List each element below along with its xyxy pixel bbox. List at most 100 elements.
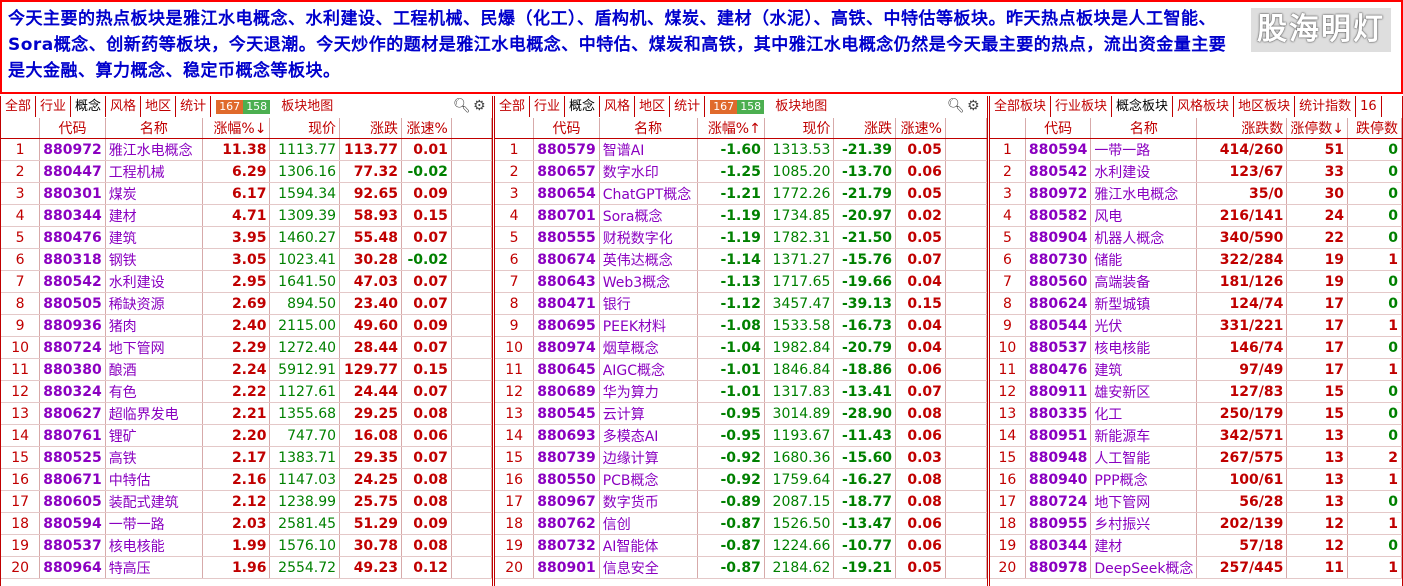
table-row[interactable]: 17 880967 数字货币 -0.89 2087.15 -18.77 0.08 xyxy=(495,490,987,513)
table-row[interactable]: 2 880447 工程机械 6.29 1306.16 77.32 -0.02 xyxy=(1,160,492,183)
table-row[interactable]: 7 880542 水利建设 2.95 1641.50 47.03 0.07 xyxy=(1,270,492,293)
col-header-adv-dec[interactable]: 涨跌数 xyxy=(1196,118,1288,139)
table-row[interactable]: 9 880936 猪肉 2.40 2115.00 49.60 0.09 xyxy=(1,314,492,337)
col-header-name[interactable]: 名称 xyxy=(599,118,698,139)
sector-map-link[interactable]: 板块地图 xyxy=(775,99,828,114)
col-header-index[interactable] xyxy=(1,118,41,139)
table-row[interactable]: 2 880657 数字水印 -1.25 1085.20 -13.70 0.06 xyxy=(495,160,987,183)
table-row[interactable]: 12 880324 有色 2.22 1127.61 24.44 0.07 xyxy=(1,380,492,403)
table-row[interactable]: 1 880972 雅江水电概念 11.38 1113.77 113.77 0.01 xyxy=(1,138,492,161)
table-row[interactable]: 17 880605 装配式建筑 2.12 1238.99 25.75 0.08 xyxy=(1,490,492,513)
table-row[interactable]: 20 880964 特高压 1.96 2554.72 49.23 0.12 xyxy=(1,556,492,579)
col-header-name[interactable]: 名称 xyxy=(105,118,204,139)
col-header-price[interactable]: 现价 xyxy=(764,118,835,139)
col-header-blank[interactable] xyxy=(945,118,987,139)
col-header-index[interactable] xyxy=(990,118,1026,139)
table-row[interactable]: 16 880940 PPP概念 100/61 13 1 xyxy=(990,468,1402,491)
tab-industry-sectors[interactable]: 行业板块 xyxy=(1051,96,1113,117)
table-row[interactable]: 1 880579 智谱AI -1.60 1313.53 -21.39 0.05 xyxy=(495,138,987,161)
table-row[interactable]: 15 880948 人工智能 267/575 13 2 xyxy=(990,446,1402,469)
col-header-speed[interactable]: 涨速% xyxy=(895,118,946,139)
tab-concept[interactable]: 概念 xyxy=(565,96,601,117)
tab-stats[interactable]: 统计 xyxy=(670,96,706,117)
table-row[interactable]: 18 880594 一带一路 2.03 2581.45 51.29 0.09 xyxy=(1,512,492,535)
table-row[interactable]: 8 880624 新型城镇 124/74 17 0 xyxy=(990,292,1402,315)
tab-industry[interactable]: 行业 xyxy=(530,96,566,117)
gear-icon[interactable]: ⚙ xyxy=(473,98,486,114)
table-row[interactable]: 9 880695 PEEK材料 -1.08 1533.58 -16.73 0.04 xyxy=(495,314,987,337)
col-header-name[interactable]: 名称 xyxy=(1090,118,1198,139)
col-header-limit-up[interactable]: 涨停数↓ xyxy=(1286,118,1349,139)
tab-region[interactable]: 地区 xyxy=(635,96,671,117)
tab-stats[interactable]: 统计 xyxy=(176,96,212,117)
table-row[interactable]: 12 880689 华为算力 -1.01 1317.83 -13.41 0.07 xyxy=(495,380,987,403)
table-row[interactable]: 7 880643 Web3概念 -1.13 1717.65 -19.66 0.04 xyxy=(495,270,987,293)
table-row[interactable]: 16 880671 中特估 2.16 1147.03 24.25 0.08 xyxy=(1,468,492,491)
tab-region[interactable]: 地区 xyxy=(141,96,177,117)
col-header-code[interactable]: 代码 xyxy=(533,118,600,139)
tab-style[interactable]: 风格 xyxy=(600,96,636,117)
table-row[interactable]: 6 880674 英伟达概念 -1.14 1371.27 -15.76 0.07 xyxy=(495,248,987,271)
table-row[interactable]: 20 880901 信息安全 -0.87 2184.62 -19.21 0.05 xyxy=(495,556,987,579)
table-row[interactable]: 19 880537 核电核能 1.99 1576.10 30.78 0.08 xyxy=(1,534,492,557)
table-row[interactable]: 13 880627 超临界发电 2.21 1355.68 29.25 0.08 xyxy=(1,402,492,425)
table-row[interactable]: 19 880732 AI智能体 -0.87 1224.66 -10.77 0.06 xyxy=(495,534,987,557)
table-row[interactable]: 5 880476 建筑 3.95 1460.27 55.48 0.07 xyxy=(1,226,492,249)
tab-all[interactable]: 全部 xyxy=(1,96,37,117)
table-row[interactable]: 2 880542 水利建设 123/67 33 0 xyxy=(990,160,1402,183)
table-row[interactable]: 14 880761 锂矿 2.20 747.70 16.08 0.06 xyxy=(1,424,492,447)
tab-concept-sectors[interactable]: 概念板块 xyxy=(1112,96,1174,117)
table-row[interactable]: 18 880955 乡村振兴 202/139 12 1 xyxy=(990,512,1402,535)
table-row[interactable]: 16 880550 PCB概念 -0.92 1759.64 -16.27 0.08 xyxy=(495,468,987,491)
tab-all-sectors[interactable]: 全部板块 xyxy=(990,96,1052,117)
table-row[interactable]: 6 880730 储能 322/284 19 1 xyxy=(990,248,1402,271)
tab-style-sectors[interactable]: 风格板块 xyxy=(1173,96,1235,117)
table-row[interactable]: 12 880911 雄安新区 127/83 15 0 xyxy=(990,380,1402,403)
table-row[interactable]: 5 880555 财税数字化 -1.19 1782.31 -21.50 0.05 xyxy=(495,226,987,249)
search-icon[interactable]: 🔍︎ xyxy=(947,98,965,114)
table-row[interactable]: 8 880471 银行 -1.12 3457.47 -39.13 0.15 xyxy=(495,292,987,315)
table-row[interactable]: 11 880476 建筑 97/49 17 1 xyxy=(990,358,1402,381)
col-header-limit-down[interactable]: 跌停数 xyxy=(1347,118,1402,139)
table-row[interactable]: 10 880537 核电核能 146/74 17 0 xyxy=(990,336,1402,359)
table-row[interactable]: 4 880582 风电 216/141 24 0 xyxy=(990,204,1402,227)
tab-style[interactable]: 风格 xyxy=(106,96,142,117)
table-row[interactable]: 3 880654 ChatGPT概念 -1.21 1772.26 -21.79 0.05 xyxy=(495,182,987,205)
col-header-change-pct[interactable]: 涨幅%↑ xyxy=(697,118,765,139)
col-header-code[interactable]: 代码 xyxy=(39,118,106,139)
col-header-change[interactable]: 涨跌 xyxy=(339,118,402,139)
tab-more[interactable]: 16 xyxy=(1356,96,1382,117)
table-row[interactable]: 7 880560 高端装备 181/126 19 0 xyxy=(990,270,1402,293)
table-row[interactable]: 1 880594 一带一路 414/260 51 0 xyxy=(990,138,1402,161)
tab-region-sectors[interactable]: 地区板块 xyxy=(1234,96,1296,117)
gear-icon[interactable]: ⚙ xyxy=(967,98,980,114)
table-row[interactable]: 10 880724 地下管网 2.29 1272.40 28.44 0.07 xyxy=(1,336,492,359)
table-row[interactable]: 9 880544 光伏 331/221 17 1 xyxy=(990,314,1402,337)
table-row[interactable]: 3 880301 煤炭 6.17 1594.34 92.65 0.09 xyxy=(1,182,492,205)
table-row[interactable]: 17 880724 地下管网 56/28 13 0 xyxy=(990,490,1402,513)
tab-all[interactable]: 全部 xyxy=(495,96,531,117)
tab-stat-index[interactable]: 统计指数 xyxy=(1295,96,1357,117)
table-row[interactable]: 15 880525 高铁 2.17 1383.71 29.35 0.07 xyxy=(1,446,492,469)
table-row[interactable]: 5 880904 机器人概念 340/590 22 0 xyxy=(990,226,1402,249)
table-row[interactable]: 3 880972 雅江水电概念 35/0 30 0 xyxy=(990,182,1402,205)
table-row[interactable]: 8 880505 稀缺资源 2.69 894.50 23.40 0.07 xyxy=(1,292,492,315)
table-row[interactable]: 19 880344 建材 57/18 12 0 xyxy=(990,534,1402,557)
tab-concept[interactable]: 概念 xyxy=(71,96,107,117)
sector-map-link[interactable]: 板块地图 xyxy=(281,99,334,114)
table-row[interactable]: 14 880693 多模态AI -0.95 1193.67 -11.43 0.06 xyxy=(495,424,987,447)
col-header-speed[interactable]: 涨速% xyxy=(401,118,452,139)
col-header-change[interactable]: 涨跌 xyxy=(833,118,897,139)
table-row[interactable]: 13 880335 化工 250/179 15 0 xyxy=(990,402,1402,425)
table-row[interactable]: 11 880380 酿酒 2.24 5912.91 129.77 0.15 xyxy=(1,358,492,381)
col-header-code[interactable]: 代码 xyxy=(1025,118,1092,139)
table-row[interactable]: 11 880645 AIGC概念 -1.01 1846.84 -18.86 0.06 xyxy=(495,358,987,381)
col-header-change-pct[interactable]: 涨幅%↓ xyxy=(202,118,271,139)
table-row[interactable]: 13 880545 云计算 -0.95 3014.89 -28.90 0.08 xyxy=(495,402,987,425)
table-row[interactable]: 10 880974 烟草概念 -1.04 1982.84 -20.79 0.04 xyxy=(495,336,987,359)
table-row[interactable]: 15 880739 边缘计算 -0.92 1680.36 -15.60 0.03 xyxy=(495,446,987,469)
col-header-index[interactable] xyxy=(495,118,535,139)
tab-industry[interactable]: 行业 xyxy=(36,96,72,117)
table-row[interactable]: 6 880318 钢铁 3.05 1023.41 30.28 -0.02 xyxy=(1,248,492,271)
table-row[interactable]: 4 880701 Sora概念 -1.19 1734.85 -20.97 0.02 xyxy=(495,204,987,227)
